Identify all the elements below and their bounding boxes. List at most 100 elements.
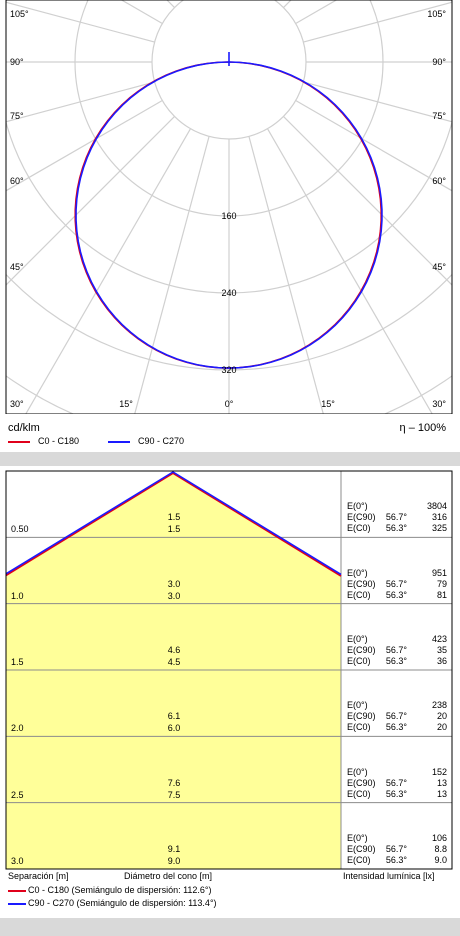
row-distance: 0.50 (11, 524, 29, 535)
polar-grid-spoke (134, 136, 210, 414)
polar-angle-label-left: 45° (10, 262, 24, 272)
row-distance: 1.0 (11, 590, 24, 601)
row-e-angle: 56.3° (385, 855, 407, 865)
row-diameter-c0: 1.5 (167, 524, 181, 535)
polar-grid-spoke (303, 81, 452, 123)
row-e-label: E(C90) (347, 777, 376, 788)
efficiency-label: η – 100% (399, 422, 446, 434)
row-e-label: E(C0) (347, 788, 371, 799)
cone-edge-c0-c180 (5, 471, 342, 577)
row-e-label: E(C0) (347, 523, 371, 534)
row-e-label: E(0°) (347, 766, 368, 777)
cone-diagram (5, 470, 453, 870)
polar-grid (6, 0, 452, 414)
row-e-label: E(C90) (347, 512, 376, 523)
polar-grid-spoke (6, 1, 155, 43)
row-e-angle: 56.7° (385, 844, 407, 854)
polar-grid-spoke (6, 116, 175, 286)
row-e-value: 81 (436, 589, 447, 600)
polar-curves (74, 52, 383, 369)
row-diameter-c90: 6.1 (167, 711, 181, 722)
row-e-value: 36 (436, 656, 447, 666)
row-diameter-c90: 4.6 (167, 645, 181, 655)
polar-grid-circle (6, 273, 452, 371)
polar-angle-label-right: 60° (432, 176, 446, 186)
polar-angle-label-left: 90° (10, 57, 24, 67)
polar-frame (5, 0, 453, 414)
row-e-label: E(C0) (347, 589, 371, 600)
cone-legend: C0 - C180 (Semiángulo de dispersión: 112… (8, 884, 448, 912)
polar-grid-spoke (266, 128, 433, 414)
row-e-value: 79 (436, 578, 447, 589)
row-e-label: E(0°) (347, 567, 368, 578)
row-e-angle: 56.7° (385, 512, 407, 523)
polar-grid-circle (151, 0, 307, 140)
row-e-label: E(C0) (347, 656, 371, 666)
row-diameter-c90: 9.1 (167, 844, 181, 854)
row-e-value: 8.8 (434, 844, 447, 854)
row-e-value: 20 (436, 711, 447, 722)
row-e-value: 20 (436, 722, 447, 733)
unit-label: cd/klm (8, 422, 40, 434)
row-e-angle: 56.3° (385, 656, 407, 666)
polar-angle-label-right: 90° (432, 57, 446, 67)
row-e-angle: 56.3° (385, 788, 407, 799)
row-e-value: 951 (431, 567, 447, 578)
cone-edge-c90-c270 (5, 471, 342, 576)
polar-angle-label-right: 75° (432, 111, 446, 121)
footer-separation: Separación [m] (8, 871, 69, 881)
row-distance: 1.5 (11, 657, 24, 667)
polar-radial-tick: 240 (221, 288, 236, 298)
row-diameter-c0: 6.0 (167, 723, 181, 734)
polar-angle-label-right: 45° (432, 262, 446, 272)
polar-grid-spoke (6, 81, 155, 123)
row-e-angle: 56.7° (385, 777, 407, 788)
section-separator-top (0, 452, 460, 466)
row-e-angle: 56.7° (385, 645, 407, 655)
row-distance: 2.0 (11, 723, 24, 734)
footer-diameter: Diámetro del cono [m] (124, 871, 213, 881)
polar-angle-label-left: 60° (10, 176, 24, 186)
polar-grid-spoke (6, 99, 163, 192)
row-e-label: E(0°) (347, 501, 368, 512)
polar-angle-label-bottom: 15° (119, 399, 133, 409)
polar-radial-tick: 320 (221, 365, 236, 375)
polar-grid-spoke (248, 136, 324, 414)
row-e-label: E(C90) (347, 578, 376, 589)
legend-swatch-c90 (108, 441, 130, 443)
polar-curve-c90-c270 (75, 61, 383, 369)
polar-grid-circle (6, 0, 452, 294)
row-e-label: E(0°) (347, 634, 368, 644)
cone-legend-swatch-c90 (8, 903, 26, 905)
footer-intensity: Intensidad lumínica [lx] (343, 871, 435, 881)
row-e-value: 13 (436, 777, 447, 788)
row-e-label: E(C90) (347, 711, 376, 722)
row-e-angle: 56.3° (385, 722, 407, 733)
row-e-label: E(C90) (347, 844, 376, 854)
row-e-value: 13 (436, 788, 447, 799)
row-diameter-c90: 3.0 (167, 578, 181, 589)
section-separator-bottom (0, 918, 460, 936)
row-e-value: 238 (431, 700, 447, 711)
polar-angle-label-left: 105° (10, 9, 29, 19)
cone-legend-swatch-c0 (8, 890, 26, 892)
polar-legend: C0 - C180 C90 - C270 (8, 435, 308, 449)
polar-angle-label-bottom: 15° (321, 399, 335, 409)
polar-grid-spoke (283, 116, 452, 286)
row-e-value: 325 (431, 523, 447, 534)
polar-angle-label-left: 75° (10, 111, 24, 121)
cone-frame (5, 470, 453, 870)
polar-grid-spoke (303, 1, 452, 43)
row-e-angle: 56.3° (385, 523, 407, 534)
cone-fill (6, 473, 341, 869)
cone-legend-label-c0: C0 - C180 (Semiángulo de dispersión: 112… (28, 885, 212, 895)
polar-grid-spoke (295, 99, 452, 192)
row-e-value: 9.0 (434, 855, 447, 865)
row-distance: 3.0 (11, 856, 24, 866)
row-e-value: 3804 (426, 501, 447, 512)
polar-radial-tick: 160 (221, 211, 236, 221)
row-e-angle: 56.3° (385, 589, 407, 600)
row-e-value: 106 (431, 833, 447, 843)
row-e-angle: 56.7° (385, 578, 407, 589)
legend-label-c0: C0 - C180 (38, 436, 80, 446)
